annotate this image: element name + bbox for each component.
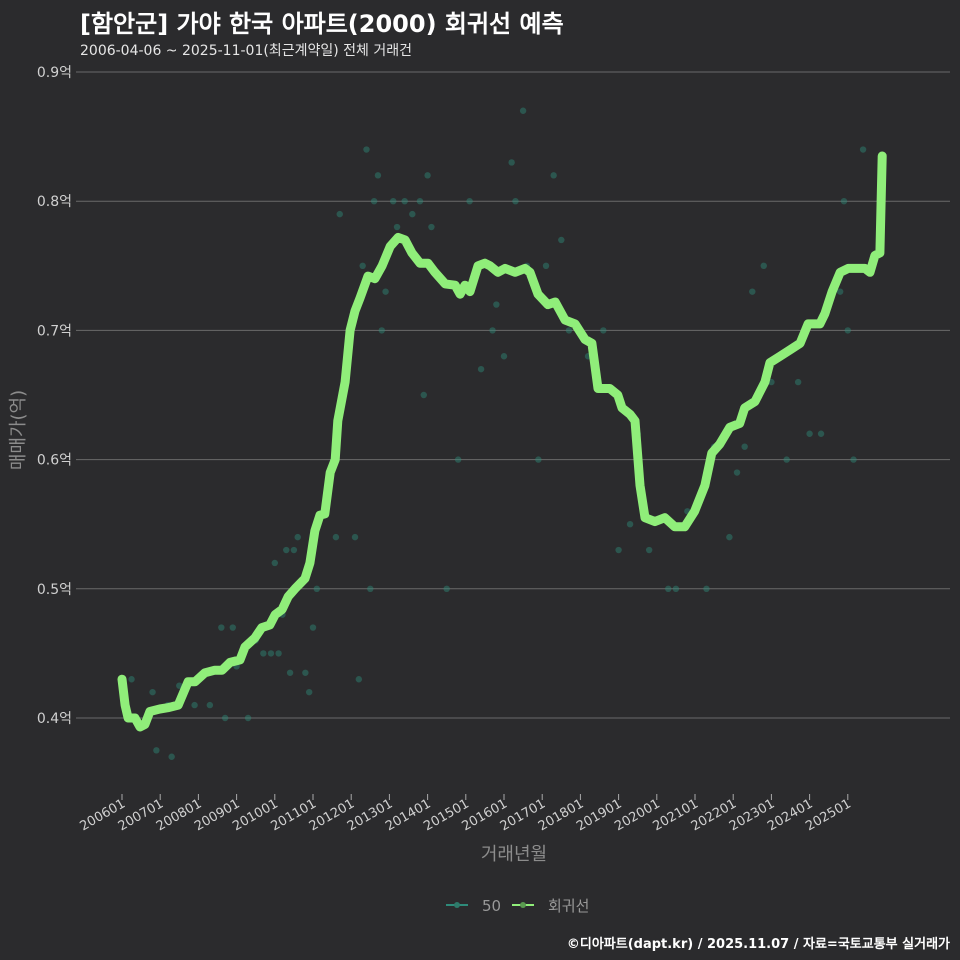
scatter-point — [840, 198, 848, 205]
scatter-point — [393, 223, 401, 231]
scatter-point — [489, 327, 496, 334]
scatter-point — [359, 262, 366, 269]
chart-title: [함안군] 가야 한국 아파트(2000) 회귀선 예측 — [80, 10, 564, 38]
footer-credit: ©디아파트(dapt.kr) / 2025.11.07 / 자료=국토교통부 실… — [566, 937, 950, 952]
scatter-point — [128, 676, 135, 683]
scatter-point — [191, 701, 198, 709]
scatter-point — [420, 391, 427, 399]
scatter-point — [260, 650, 267, 657]
scatter-point — [749, 288, 756, 295]
scatter-point — [275, 650, 282, 657]
scatter-point — [355, 676, 363, 683]
scatter-point — [550, 172, 557, 179]
scatter-point — [741, 443, 748, 450]
y-tick-label: 0.9억 — [37, 65, 72, 81]
legend-scatter-dot — [454, 902, 460, 908]
scatter-point — [535, 456, 542, 463]
legend-label-50: 50 — [482, 897, 501, 915]
y-tick-label: 0.5억 — [37, 582, 72, 598]
scatter-point — [836, 288, 844, 295]
scatter-point — [859, 146, 867, 153]
scatter-point — [382, 288, 389, 295]
scatter-point — [378, 327, 385, 334]
scatter-point — [844, 327, 851, 334]
legend: 50 회귀선 — [446, 897, 589, 915]
scatter-point — [218, 624, 225, 631]
scatter-point — [294, 533, 301, 541]
scatter-point — [313, 585, 321, 592]
y-tick-label: 0.7억 — [37, 323, 72, 339]
scatter-point — [806, 430, 813, 437]
scatter-point — [454, 456, 462, 463]
scatter-point — [286, 669, 294, 676]
scatter-point — [626, 521, 634, 528]
scatter-point — [271, 559, 278, 567]
scatter-point — [409, 210, 416, 218]
scatter-point — [542, 262, 550, 269]
scatter-point — [783, 456, 790, 463]
scatter-point — [512, 198, 519, 205]
scatter-point — [565, 327, 573, 334]
scatter-point — [416, 198, 424, 205]
scatter-point — [290, 546, 298, 554]
scatter-point — [351, 533, 359, 541]
chart-subtitle: 2006-04-06 ~ 2025-11-01(최근계약일) 전체 거래건 — [80, 43, 412, 59]
scatter-point — [600, 327, 607, 334]
scatter-point — [428, 223, 435, 231]
scatter-point — [615, 546, 622, 554]
y-tick-label: 0.4억 — [37, 711, 72, 727]
scatter-point — [508, 159, 515, 166]
scatter-point — [401, 198, 408, 205]
scatter-point — [850, 456, 857, 463]
scatter-point — [519, 107, 527, 114]
scatter-point — [370, 198, 378, 205]
scatter-point — [794, 378, 802, 386]
scatter-point — [493, 301, 500, 308]
scatter-point — [229, 624, 236, 631]
scatter-point — [363, 146, 370, 153]
x-axis-label: 거래년월 — [481, 844, 547, 865]
scatter-point — [665, 585, 672, 592]
y-axis-label: 매매가(억) — [8, 390, 29, 470]
scatter-point — [367, 585, 374, 592]
y-tick-label: 0.8억 — [37, 194, 72, 210]
scatter-point — [149, 688, 156, 696]
scatter-point — [283, 546, 290, 554]
scatter-point — [390, 198, 397, 205]
scatter-point — [726, 533, 733, 541]
scatter-point — [733, 469, 741, 476]
scatter-point — [500, 353, 508, 360]
scatter-point — [302, 669, 309, 676]
legend-line-dot — [520, 902, 526, 908]
scatter-point — [267, 650, 275, 657]
scatter-point — [309, 624, 317, 631]
scatter-point — [305, 688, 313, 696]
scatter-point — [645, 546, 653, 554]
scatter-point — [703, 585, 710, 592]
legend-label-regression: 회귀선 — [548, 897, 589, 915]
y-tick-label: 0.6억 — [37, 453, 72, 469]
scatter-point — [336, 210, 343, 218]
scatter-point — [168, 753, 175, 760]
regression-line — [117, 151, 887, 732]
scatter-point — [221, 714, 229, 722]
scatter-point — [332, 533, 340, 541]
scatter-point — [477, 365, 485, 373]
scatter-point — [153, 747, 160, 754]
scatter-point — [374, 172, 382, 179]
scatter-point — [206, 701, 214, 709]
scatter-point — [244, 714, 252, 722]
scatter-point — [443, 585, 450, 592]
scatter-point — [466, 198, 473, 205]
scatter-point — [558, 236, 565, 244]
scatter-point — [424, 172, 431, 179]
scatter-point — [817, 430, 825, 437]
scatter-point — [672, 585, 680, 592]
scatter-point — [760, 262, 767, 269]
